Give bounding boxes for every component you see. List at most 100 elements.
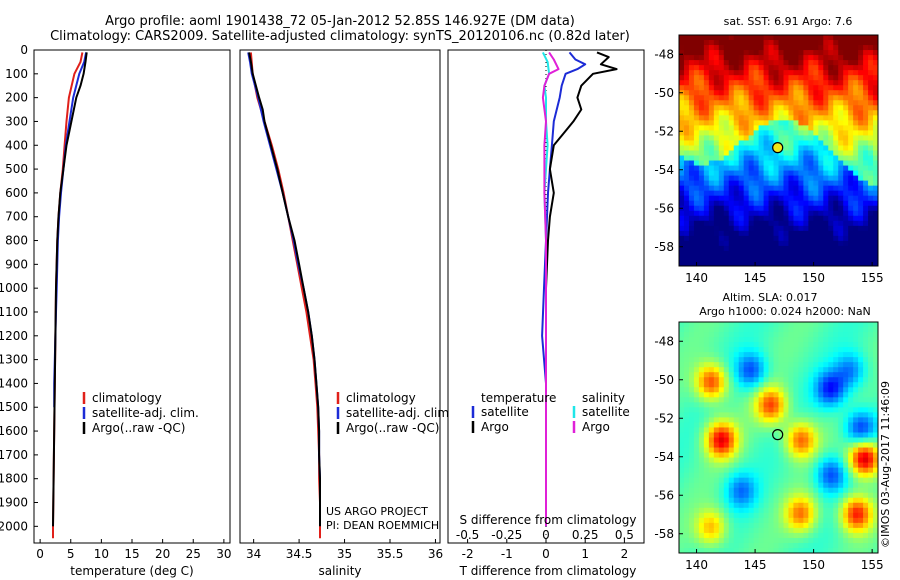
map-cell bbox=[848, 160, 854, 167]
map-cell bbox=[858, 452, 864, 459]
map-cell bbox=[848, 200, 854, 207]
map-cell bbox=[679, 120, 685, 126]
map-cell bbox=[788, 175, 795, 182]
sst-map-title: sat. SST: 6.91 Argo: 7.6 bbox=[724, 15, 853, 28]
map-cell bbox=[803, 45, 809, 51]
map-cell bbox=[818, 492, 824, 499]
map-cell bbox=[748, 65, 755, 71]
map-cell bbox=[838, 240, 844, 247]
map-cell bbox=[723, 547, 730, 553]
map-cell bbox=[703, 95, 710, 101]
map-cell bbox=[793, 50, 799, 56]
map-cell bbox=[788, 155, 795, 162]
x-tick-label: 34.5 bbox=[286, 547, 313, 561]
map-cell bbox=[863, 215, 869, 222]
map-cell bbox=[813, 327, 819, 333]
map-cell bbox=[833, 407, 839, 413]
map-cell bbox=[833, 250, 839, 257]
map-cell bbox=[723, 502, 730, 509]
map-cell bbox=[683, 497, 690, 504]
map-cell bbox=[683, 170, 690, 177]
map-cell bbox=[683, 65, 690, 71]
map-cell bbox=[763, 245, 770, 252]
map-cell bbox=[798, 392, 804, 398]
map-cell bbox=[813, 140, 819, 147]
map-cell bbox=[863, 442, 869, 449]
map-cell bbox=[743, 85, 750, 91]
map-cell bbox=[708, 387, 715, 393]
map-cell bbox=[778, 407, 785, 413]
map-cell bbox=[703, 60, 710, 66]
map-cell bbox=[703, 532, 710, 539]
map-cell bbox=[843, 85, 849, 91]
map-cell bbox=[753, 327, 760, 333]
map-cell bbox=[848, 442, 854, 449]
map-cell bbox=[773, 230, 780, 237]
map-cell bbox=[833, 482, 839, 489]
map-cell bbox=[708, 160, 715, 167]
map-cell bbox=[683, 130, 690, 137]
map-cell bbox=[723, 245, 730, 252]
map-cell bbox=[858, 120, 864, 126]
map-cell bbox=[763, 407, 770, 413]
map-cell bbox=[708, 110, 715, 116]
map-cell bbox=[813, 532, 819, 539]
map-cell bbox=[778, 210, 785, 217]
map-cell bbox=[833, 477, 839, 484]
map-cell bbox=[683, 175, 690, 182]
map-cell bbox=[853, 155, 859, 162]
map-cell bbox=[708, 260, 715, 266]
map-cell bbox=[873, 185, 878, 192]
map-cell bbox=[773, 472, 780, 479]
map-cell bbox=[818, 512, 824, 519]
map-cell bbox=[853, 220, 859, 227]
map-cell bbox=[778, 165, 785, 172]
map-cell bbox=[713, 347, 720, 353]
map-cell bbox=[693, 60, 700, 66]
map-cell bbox=[793, 377, 799, 383]
map-cell bbox=[688, 472, 695, 479]
map-cell bbox=[813, 55, 819, 61]
map-cell bbox=[788, 210, 795, 217]
map-cell bbox=[783, 457, 790, 464]
map-cell bbox=[868, 245, 874, 252]
map-cell bbox=[693, 422, 700, 429]
map-cell bbox=[723, 80, 730, 86]
map-cell bbox=[753, 542, 760, 549]
map-cell bbox=[733, 492, 740, 499]
map-cell bbox=[703, 372, 710, 378]
map-cell bbox=[738, 50, 745, 56]
map-cell bbox=[758, 497, 765, 504]
map-cell bbox=[833, 155, 839, 162]
map-cell bbox=[723, 45, 730, 51]
map-cell bbox=[733, 250, 740, 257]
map-cell bbox=[718, 442, 725, 449]
map-cell bbox=[858, 155, 864, 162]
map-cell bbox=[853, 115, 859, 121]
map-cell bbox=[848, 230, 854, 237]
map-cell bbox=[748, 367, 755, 373]
map-cell bbox=[853, 70, 859, 76]
map-cell bbox=[868, 240, 874, 247]
map-cell bbox=[783, 467, 790, 474]
map-cell bbox=[798, 115, 804, 121]
map-cell bbox=[679, 532, 685, 539]
map-cell bbox=[738, 105, 745, 111]
map-cell bbox=[833, 392, 839, 398]
map-cell bbox=[778, 322, 785, 328]
map-cell bbox=[793, 322, 799, 328]
map-cell bbox=[873, 537, 878, 544]
map-cell bbox=[708, 492, 715, 499]
map-cell bbox=[763, 80, 770, 86]
map-cell bbox=[848, 210, 854, 217]
map-cell bbox=[793, 110, 799, 116]
map-cell bbox=[833, 512, 839, 519]
map-cell bbox=[688, 135, 695, 142]
map-cell bbox=[868, 322, 874, 328]
map-cell bbox=[703, 40, 710, 46]
map-cell bbox=[773, 517, 780, 524]
map-cell bbox=[758, 100, 765, 106]
map-cell bbox=[853, 482, 859, 489]
map-cell bbox=[828, 357, 834, 363]
map-cell bbox=[823, 250, 829, 257]
